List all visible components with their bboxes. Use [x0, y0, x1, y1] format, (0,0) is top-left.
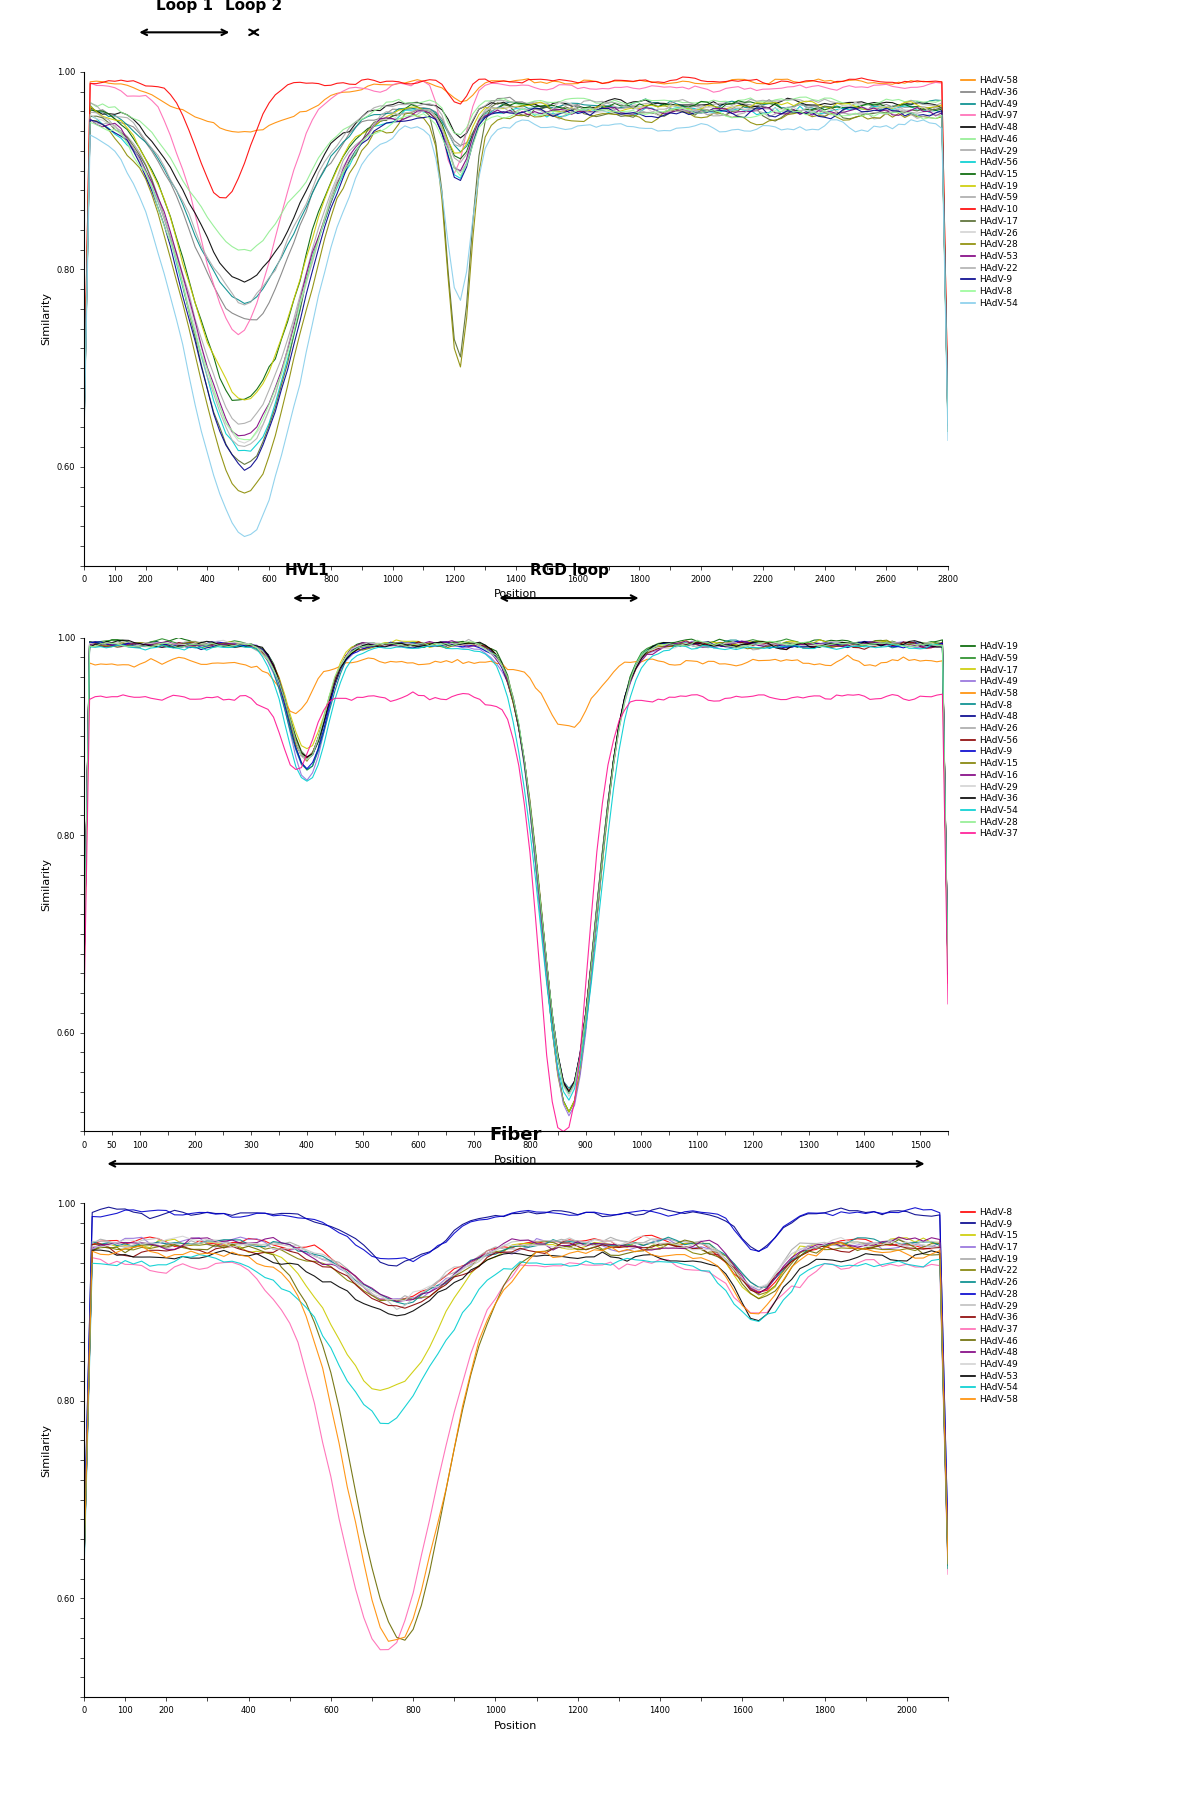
- Text: Loop 2: Loop 2: [226, 0, 282, 13]
- Text: Loop 1: Loop 1: [156, 0, 212, 13]
- Y-axis label: Similarity: Similarity: [41, 1424, 50, 1476]
- X-axis label: Position: Position: [494, 589, 538, 600]
- Y-axis label: Similarity: Similarity: [41, 858, 50, 911]
- Y-axis label: Similarity: Similarity: [41, 293, 50, 345]
- Text: RGD loop: RGD loop: [529, 564, 608, 578]
- X-axis label: Position: Position: [494, 1721, 538, 1731]
- Text: HVL1: HVL1: [284, 564, 329, 578]
- Legend: HAdV-19, HAdV-59, HAdV-17, HAdV-49, HAdV-58, HAdV-8, HAdV-48, HAdV-26, HAdV-56, : HAdV-19, HAdV-59, HAdV-17, HAdV-49, HAdV…: [961, 643, 1018, 839]
- Text: Fiber: Fiber: [490, 1126, 542, 1144]
- Legend: HAdV-8, HAdV-9, HAdV-15, HAdV-17, HAdV-19, HAdV-22, HAdV-26, HAdV-28, HAdV-29, H: HAdV-8, HAdV-9, HAdV-15, HAdV-17, HAdV-1…: [961, 1209, 1018, 1404]
- Legend: HAdV-58, HAdV-36, HAdV-49, HAdV-97, HAdV-48, HAdV-46, HAdV-29, HAdV-56, HAdV-15,: HAdV-58, HAdV-36, HAdV-49, HAdV-97, HAdV…: [961, 77, 1018, 307]
- X-axis label: Position: Position: [494, 1155, 538, 1166]
